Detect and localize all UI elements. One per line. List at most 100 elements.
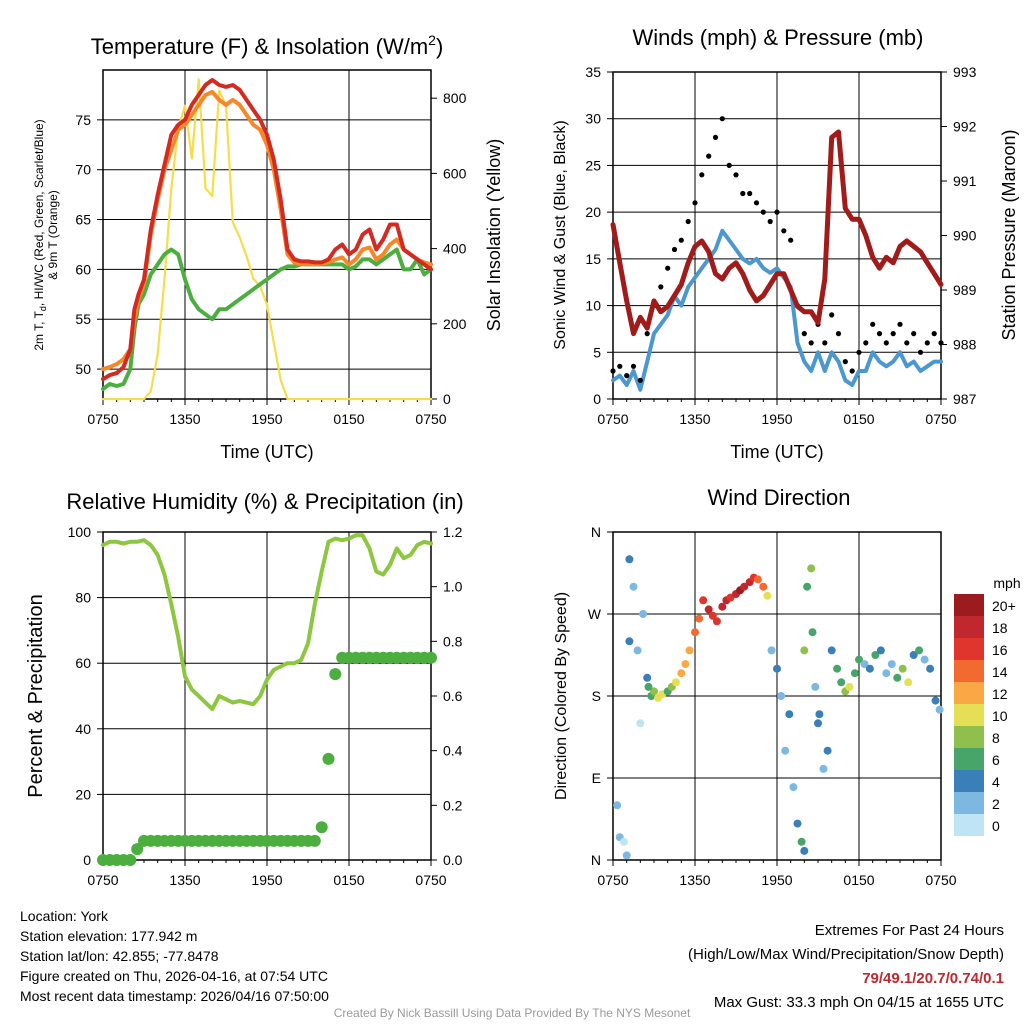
wind-ytick-label: 15 <box>585 251 601 267</box>
dir-point <box>753 575 762 584</box>
wind-gust-point <box>931 331 937 337</box>
wind-ytick-label: 10 <box>585 298 601 314</box>
dir-xtick-label: 1350 <box>679 872 710 888</box>
extremes-values: 79/49.1/20.7/0.74/0.1 <box>862 970 1004 987</box>
dir-point <box>759 582 768 591</box>
dir-point <box>740 582 749 591</box>
wind-sonic-line <box>611 228 943 392</box>
wind-y2tick-label: 991 <box>953 173 977 189</box>
temp-series-yellow <box>101 78 433 401</box>
dir-point <box>815 710 824 719</box>
temp-series-green <box>101 247 433 391</box>
temp-y2tick-label: 200 <box>443 316 467 332</box>
wind-gust-point <box>753 200 760 206</box>
wind-gust-point <box>774 209 780 215</box>
colorbar-label: 8 <box>992 730 1000 746</box>
dir-point <box>685 646 694 655</box>
dir-point <box>871 651 880 659</box>
dir-point <box>876 646 885 655</box>
dir-point <box>909 651 918 659</box>
colorbar-label: 16 <box>992 642 1008 658</box>
dir-point <box>855 655 863 664</box>
wind-gust-point <box>781 228 787 234</box>
wind-xtick-label: 1350 <box>679 411 710 427</box>
temp-title-sup: 2 <box>428 32 436 48</box>
wind-xtick-label: 0750 <box>597 411 628 427</box>
colorbar-label: 18 <box>992 620 1008 636</box>
figure-created: Figure created on Thu, 2026-04-16, at 07… <box>20 968 328 984</box>
colorbar-swatch <box>954 660 984 682</box>
dir-point <box>639 610 648 618</box>
wind-gust-point <box>842 359 848 365</box>
dir-ytick-label: N <box>591 852 601 868</box>
temp-xtick-label: 0150 <box>333 411 364 427</box>
wind-y2tick-label: 992 <box>953 119 977 135</box>
wind-gust-point <box>644 331 650 337</box>
dir-point <box>629 582 638 591</box>
wind-title: Winds (mph) & Pressure (mb) <box>633 25 924 50</box>
dir-point <box>800 846 809 855</box>
wind-gust-point <box>801 331 807 337</box>
wind-gust-point <box>911 331 917 337</box>
temp-xtick-label: 1950 <box>251 411 282 427</box>
dir-point <box>622 851 631 860</box>
temp-ylabel-b: , HI/WC (Red, Green, Scarlet/Blue) <box>32 119 46 306</box>
dir-point <box>691 628 699 637</box>
wind-y2tick-label: 993 <box>953 64 977 80</box>
dir-point <box>827 646 836 655</box>
dir-point <box>708 611 717 620</box>
rh-precip-point <box>131 843 144 856</box>
wind-y2tick-label: 989 <box>953 282 977 298</box>
wind-gust-point <box>658 284 664 290</box>
temp-ytick-label: 65 <box>75 212 91 228</box>
temp-series-red <box>101 78 433 382</box>
temp-ytick-label: 50 <box>75 361 91 377</box>
colorbar-label: 2 <box>992 796 1000 812</box>
dir-point <box>625 555 634 564</box>
colorbar-swatch <box>954 704 984 726</box>
temp-title-main: Temperature (F) & Insolation (W/m <box>91 34 428 59</box>
wind-gust-point <box>876 331 883 337</box>
rh-title: Relative Humidity (%) & Precipitation (i… <box>66 489 463 514</box>
colorbar-swatch <box>954 792 984 814</box>
temp-ytick-label: 55 <box>75 311 91 327</box>
dir-point <box>926 664 935 673</box>
temp-ylabel-line2: & 9m T (Orange) <box>46 190 60 280</box>
dir-point <box>636 719 645 728</box>
rh-xtick-label: 1950 <box>251 872 282 888</box>
wind-gust-point <box>835 331 842 337</box>
rh-ylabel: Percent & Precipitation <box>25 594 47 797</box>
temp-frame <box>102 69 432 400</box>
rh-precip-point <box>308 834 321 847</box>
dir-point <box>619 837 628 846</box>
dir-point <box>803 582 812 591</box>
dir-point <box>789 783 798 792</box>
rh-ytick-label: 80 <box>75 590 91 606</box>
wind-gust-point <box>685 218 691 225</box>
wind-ytick-label: 5 <box>593 344 601 360</box>
wind-ytick-label: 20 <box>585 204 601 220</box>
dir-point <box>677 669 686 678</box>
dir-ytick-label: E <box>592 770 601 786</box>
temp-y2tick-label: 600 <box>443 165 467 181</box>
dir-point <box>811 682 820 691</box>
wind-gust-point <box>740 190 746 197</box>
colorbar-swatch <box>954 770 984 792</box>
dir-point <box>931 696 940 705</box>
wind-gust-point <box>706 153 712 159</box>
wind-gust-point <box>726 162 732 168</box>
rh-humidity-line <box>101 533 433 712</box>
colorbar-label: 10 <box>992 708 1008 724</box>
dir-point <box>887 660 896 669</box>
wind-xtick-label: 1950 <box>761 411 792 427</box>
wind-gust-point <box>924 340 930 346</box>
dir-point <box>671 678 680 687</box>
dir-point <box>763 591 772 600</box>
dir-title: Wind Direction <box>707 485 850 510</box>
temp-panel: 0750 1350 1950 0150 0750 50 55 60 65 70 75 0 200 400 6… <box>32 32 504 462</box>
rh-ytick-label: 0 <box>83 852 91 868</box>
wind-gust-point <box>856 349 862 355</box>
rh-frame <box>102 531 432 861</box>
wind-gust-point <box>699 172 705 178</box>
rh-y2tick-label: 1.2 <box>443 524 463 540</box>
